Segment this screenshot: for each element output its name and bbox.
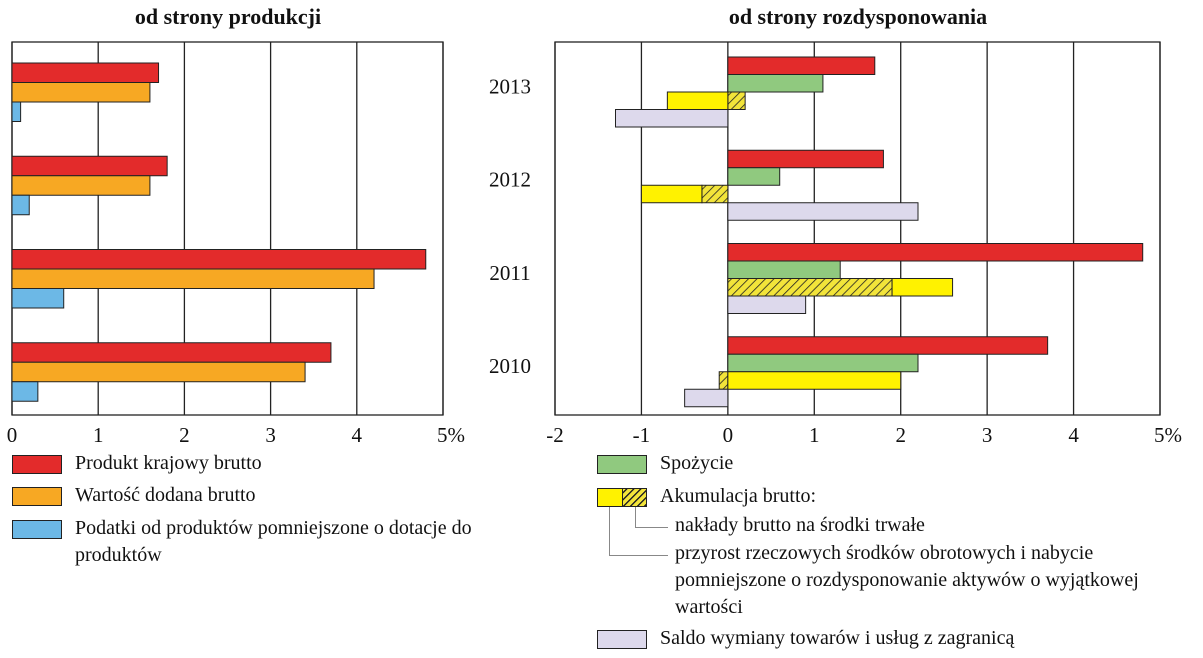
bar <box>701 184 729 204</box>
bar <box>891 278 954 297</box>
bar <box>727 243 1144 262</box>
legend-label: Saldo wymiany towarów i usług z zagranic… <box>660 627 1015 649</box>
bar <box>640 184 703 204</box>
legend-swatch <box>12 487 62 506</box>
bar <box>11 101 22 122</box>
legend-swatch <box>622 488 647 507</box>
legend-swatch <box>597 488 623 507</box>
bar <box>11 381 39 402</box>
bar <box>11 249 427 270</box>
x-tick-label: 1 <box>809 423 820 447</box>
bar <box>11 342 332 363</box>
x-tick-label: 4 <box>1068 423 1079 447</box>
bar <box>11 155 168 177</box>
x-tick-label: 0 <box>723 423 734 447</box>
x-tick-label: 2 <box>895 423 906 447</box>
bar <box>727 202 919 221</box>
bar <box>727 167 781 186</box>
legend-swatch <box>597 455 647 474</box>
bar <box>727 91 746 110</box>
y-tick-label: 2013 <box>489 74 531 98</box>
bar <box>727 336 1049 355</box>
connector <box>609 507 668 556</box>
x-tick-label: -2 <box>546 423 564 447</box>
y-tick-label: 2010 <box>489 354 531 378</box>
x-tick-label: 5% <box>1154 423 1182 447</box>
connector <box>635 507 668 528</box>
x-tick-label: 2 <box>179 423 190 447</box>
bar <box>727 371 902 390</box>
bar <box>727 295 807 314</box>
bar <box>11 288 65 309</box>
x-tick-label: 5% <box>437 423 465 447</box>
bar <box>727 353 919 373</box>
y-tick-label: 2012 <box>489 168 531 192</box>
x-tick-label: 3 <box>265 423 276 447</box>
bar <box>615 109 729 128</box>
legend-label: przyrost rzeczowych środków obrotowych i… <box>675 542 1139 618</box>
legend-swatch <box>12 455 62 474</box>
legend-swatch <box>12 520 62 539</box>
bar <box>727 74 824 93</box>
legend-label: nakłady brutto na środki trwałe <box>675 514 925 536</box>
bar <box>727 278 893 297</box>
bar <box>11 175 151 196</box>
x-tick-label: 4 <box>352 423 363 447</box>
x-tick-label: 3 <box>982 423 993 447</box>
x-tick-label: 1 <box>93 423 104 447</box>
chart-title: od strony produkcji <box>135 4 321 29</box>
legend-label: Produkt krajowy brutto <box>75 452 262 474</box>
bar <box>11 268 375 289</box>
chart-title: od strony rozdysponowania <box>729 4 987 29</box>
bar <box>11 361 306 383</box>
bar <box>11 62 160 83</box>
bar <box>666 91 729 110</box>
legend-label: Wartość dodana brutto <box>75 484 256 506</box>
bar <box>727 260 841 279</box>
bar <box>727 149 884 169</box>
legend-swatch <box>597 630 647 649</box>
x-tick-label: -1 <box>633 423 651 447</box>
bar <box>11 194 30 216</box>
bar <box>718 371 729 390</box>
bar <box>11 82 151 103</box>
bar <box>684 388 729 408</box>
bar <box>727 56 876 75</box>
y-tick-label: 2011 <box>489 261 530 285</box>
legend-label: Podatki od produktów pomniejszone o dota… <box>75 517 472 566</box>
legend-label: Spożycie <box>660 452 734 474</box>
legend-label: Akumulacja brutto: <box>660 485 817 507</box>
x-tick-label: 0 <box>7 423 18 447</box>
